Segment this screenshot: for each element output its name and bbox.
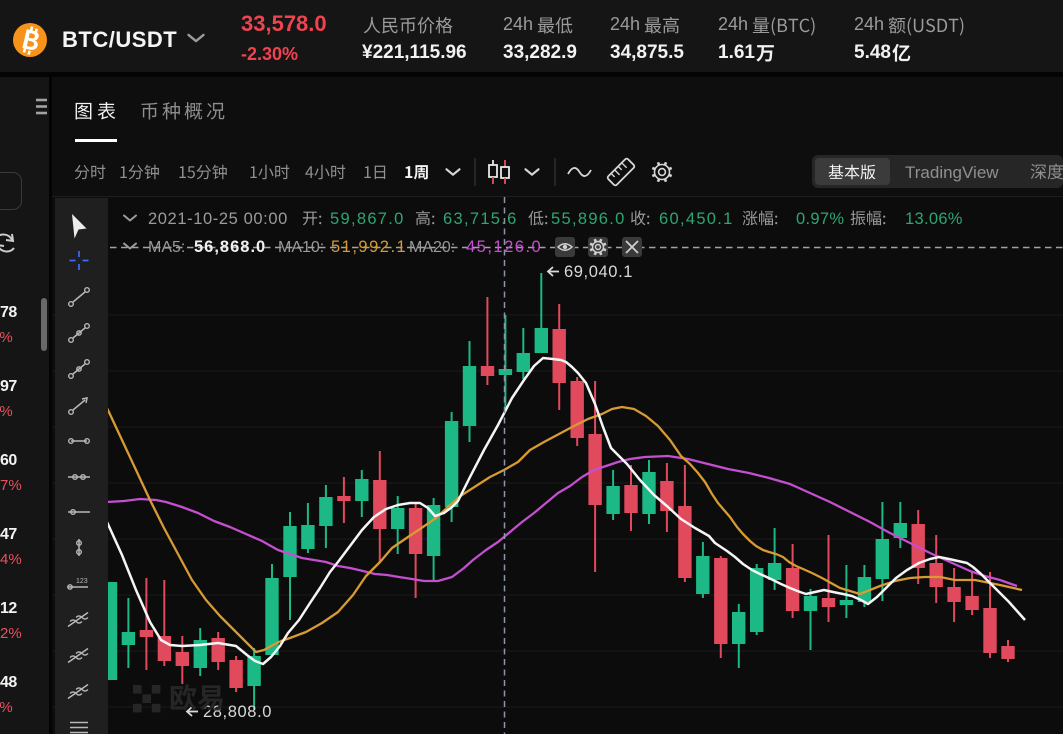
svg-text:69,040.1: 69,040.1 xyxy=(564,263,633,281)
svg-text:28,808.0: 28,808.0 xyxy=(203,703,272,721)
svg-text:55,896.0: 55,896.0 xyxy=(551,210,626,228)
svg-text:59,867.0: 59,867.0 xyxy=(330,210,405,228)
svg-text:2021-10-25 00:00: 2021-10-25 00:00 xyxy=(148,210,288,228)
svg-text:51,992.1: 51,992.1 xyxy=(331,238,407,256)
svg-text:MA20:: MA20: xyxy=(409,239,455,256)
svg-text:56,868.0: 56,868.0 xyxy=(194,238,266,256)
svg-text:45,126.0: 45,126.0 xyxy=(466,238,542,256)
svg-text:13.06%: 13.06% xyxy=(905,210,963,228)
svg-text:MA10:: MA10: xyxy=(278,239,324,256)
svg-text:0.97%: 0.97% xyxy=(796,210,844,228)
svg-text:60,450.1: 60,450.1 xyxy=(659,210,734,228)
svg-text:63,715.6: 63,715.6 xyxy=(443,210,518,228)
svg-text:MA5:: MA5: xyxy=(148,239,185,256)
